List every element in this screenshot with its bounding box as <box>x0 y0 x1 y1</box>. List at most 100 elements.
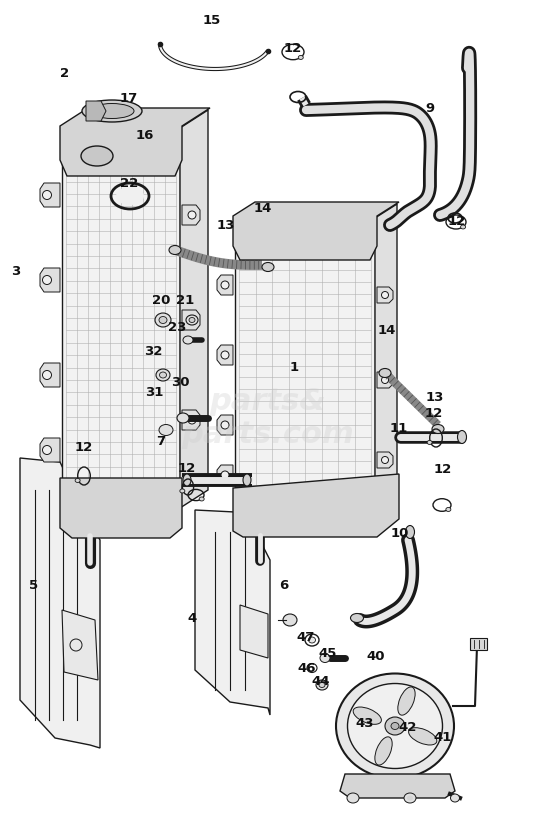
Ellipse shape <box>381 376 388 384</box>
Ellipse shape <box>375 737 392 765</box>
Polygon shape <box>470 638 487 650</box>
Polygon shape <box>233 202 399 260</box>
Text: 41: 41 <box>434 731 452 744</box>
Polygon shape <box>40 268 60 292</box>
Ellipse shape <box>336 674 454 778</box>
Ellipse shape <box>221 471 229 479</box>
Ellipse shape <box>308 637 316 643</box>
Ellipse shape <box>199 497 204 501</box>
Text: 3: 3 <box>11 265 21 278</box>
Text: 30: 30 <box>171 376 189 390</box>
Ellipse shape <box>42 370 52 380</box>
Ellipse shape <box>188 316 196 324</box>
Ellipse shape <box>90 104 134 119</box>
Polygon shape <box>340 774 455 798</box>
Ellipse shape <box>446 507 451 512</box>
Polygon shape <box>217 465 233 485</box>
Ellipse shape <box>262 263 274 272</box>
Ellipse shape <box>221 421 229 429</box>
Polygon shape <box>375 204 397 513</box>
Text: 7: 7 <box>157 435 165 448</box>
Polygon shape <box>20 458 100 748</box>
Ellipse shape <box>189 318 195 323</box>
Polygon shape <box>40 438 60 462</box>
Polygon shape <box>86 101 106 121</box>
Ellipse shape <box>221 281 229 289</box>
Ellipse shape <box>186 315 198 325</box>
Ellipse shape <box>283 614 297 626</box>
Ellipse shape <box>405 526 415 538</box>
Ellipse shape <box>159 425 173 436</box>
Ellipse shape <box>319 682 325 687</box>
Text: 14: 14 <box>378 324 396 337</box>
Ellipse shape <box>159 317 167 324</box>
Text: 16: 16 <box>136 129 154 142</box>
Ellipse shape <box>381 292 388 298</box>
Text: 4: 4 <box>187 612 197 625</box>
Text: 23: 23 <box>168 321 186 334</box>
Ellipse shape <box>398 687 415 715</box>
Text: 12: 12 <box>74 441 92 454</box>
Polygon shape <box>40 183 60 207</box>
Ellipse shape <box>75 478 80 482</box>
Ellipse shape <box>316 680 328 690</box>
Ellipse shape <box>188 416 196 424</box>
Polygon shape <box>60 108 210 176</box>
Text: 14: 14 <box>254 202 272 216</box>
Text: 12: 12 <box>434 463 452 477</box>
Text: 42: 42 <box>399 721 417 734</box>
Ellipse shape <box>353 707 381 724</box>
Ellipse shape <box>42 276 52 284</box>
Text: 15: 15 <box>203 14 221 28</box>
Polygon shape <box>182 410 200 430</box>
Ellipse shape <box>461 225 466 229</box>
Ellipse shape <box>427 441 432 445</box>
Polygon shape <box>62 610 98 680</box>
Text: 46: 46 <box>298 662 316 675</box>
Text: 47: 47 <box>297 630 315 644</box>
Text: 13: 13 <box>216 219 235 232</box>
Text: 13: 13 <box>426 390 444 404</box>
Polygon shape <box>235 218 375 513</box>
Polygon shape <box>60 478 182 538</box>
Text: 40: 40 <box>367 650 385 663</box>
Text: 20: 20 <box>152 294 170 308</box>
Text: 5: 5 <box>29 579 38 592</box>
Polygon shape <box>195 510 270 715</box>
Ellipse shape <box>381 456 388 463</box>
Ellipse shape <box>169 246 181 254</box>
Ellipse shape <box>347 684 442 768</box>
Polygon shape <box>217 275 233 295</box>
Text: 12: 12 <box>447 215 466 228</box>
Text: 10: 10 <box>391 527 409 540</box>
Ellipse shape <box>42 446 52 455</box>
Text: 12: 12 <box>425 407 443 421</box>
Text: 31: 31 <box>146 386 164 400</box>
Ellipse shape <box>404 793 416 803</box>
Polygon shape <box>62 110 208 128</box>
Polygon shape <box>180 110 208 508</box>
Polygon shape <box>233 474 399 537</box>
Polygon shape <box>182 205 200 225</box>
Ellipse shape <box>180 489 185 493</box>
Ellipse shape <box>298 55 303 59</box>
Ellipse shape <box>116 187 144 205</box>
Ellipse shape <box>159 372 166 378</box>
Ellipse shape <box>351 614 364 623</box>
Polygon shape <box>240 605 268 658</box>
Polygon shape <box>217 345 233 365</box>
Ellipse shape <box>432 425 444 434</box>
Text: 6: 6 <box>279 579 288 592</box>
Text: 12: 12 <box>284 42 302 55</box>
Text: 9: 9 <box>425 102 434 115</box>
Text: 45: 45 <box>318 647 337 660</box>
Ellipse shape <box>177 413 189 423</box>
Ellipse shape <box>391 722 399 730</box>
Text: 43: 43 <box>356 716 374 730</box>
Ellipse shape <box>42 191 52 200</box>
Text: 17: 17 <box>120 92 138 105</box>
Ellipse shape <box>183 336 193 344</box>
Polygon shape <box>62 128 180 508</box>
Text: 11: 11 <box>389 421 408 435</box>
Polygon shape <box>235 204 397 218</box>
